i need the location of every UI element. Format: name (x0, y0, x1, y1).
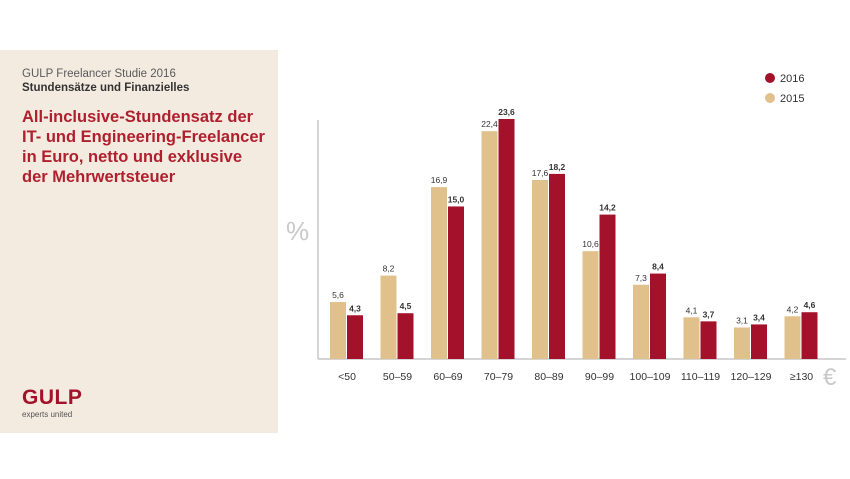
x-tick-label: 80–89 (534, 371, 563, 383)
bar-2016 (498, 118, 515, 359)
data-label-2015: 3,1 (736, 315, 748, 325)
legend-label-2015: 2015 (780, 93, 804, 105)
bar-2016 (700, 321, 717, 359)
bar-2016 (751, 324, 767, 359)
x-tick-label: 120–129 (731, 371, 772, 383)
data-label-2016: 4,3 (349, 303, 361, 313)
x-unit-label: € (823, 364, 837, 391)
bar-2016 (347, 315, 363, 359)
bar-2015 (330, 302, 346, 359)
legend-marker-2015 (765, 93, 775, 103)
x-tick-label: ≥130 (790, 371, 813, 383)
x-tick-label: 50–59 (383, 371, 412, 383)
bar-2015 (784, 316, 801, 359)
data-label-2015: 4,1 (686, 305, 698, 315)
data-label-2015: 16,9 (431, 175, 448, 185)
bar-2016 (549, 173, 565, 359)
data-label-2016: 3,4 (753, 312, 765, 322)
x-tick-label: 60–69 (433, 371, 462, 383)
data-label-2016: 23,6 (498, 107, 515, 117)
study-title: GULP Freelancer Studie 2016 (22, 68, 176, 80)
data-label-2016: 4,6 (804, 300, 816, 310)
section-subtitle: Stundensätze und Finanzielles (22, 82, 190, 94)
x-tick-label: <50 (338, 371, 356, 383)
info-panel: GULP Freelancer Studie 2016 Stundensätze… (0, 50, 278, 433)
data-label-2016: 18,2 (549, 162, 566, 172)
data-label-2015: 4,2 (787, 304, 799, 314)
y-unit-label: % (286, 216, 309, 246)
x-tick-label: 110–119 (681, 371, 720, 383)
data-label-2016: 8,4 (652, 262, 664, 272)
data-label-2015: 17,6 (532, 168, 549, 178)
data-label-2015: 22,4 (481, 119, 498, 129)
x-tick-label: 70–79 (484, 371, 513, 383)
bar-2015 (481, 131, 498, 359)
legend-marker-2016 (765, 73, 775, 83)
data-label-2015: 7,3 (635, 273, 647, 283)
bar-2015 (582, 251, 599, 359)
bar-2016 (448, 206, 464, 359)
chart-headline: All-inclusive-Stundensatz der IT- und En… (22, 108, 265, 186)
legend-label-2016: 2016 (780, 73, 804, 85)
gulp-logo: GULP (22, 386, 83, 409)
bar-2016 (599, 214, 616, 359)
data-label-2016: 3,7 (703, 309, 715, 319)
data-label-2015: 8,2 (383, 264, 395, 274)
data-label-2016: 4,5 (400, 301, 412, 311)
hourly-rate-bar-chart: %€5,64,3<508,24,550–5916,915,060–6922,42… (286, 73, 846, 391)
bar-2015 (633, 284, 649, 359)
logo-tagline: experts united (22, 410, 73, 419)
x-tick-label: 90–99 (585, 371, 614, 383)
data-label-2016: 14,2 (599, 203, 616, 213)
bar-2015 (532, 180, 548, 359)
bar-2016 (801, 312, 818, 359)
bar-2016 (397, 313, 414, 359)
x-tick-label: 100–109 (630, 371, 671, 383)
data-label-2015: 5,6 (332, 290, 344, 300)
bar-2015 (380, 275, 397, 359)
bar-2016 (650, 273, 666, 359)
bar-2015 (734, 327, 750, 359)
bar-2015 (683, 317, 700, 359)
data-label-2016: 15,0 (448, 194, 465, 204)
data-label-2015: 10,6 (582, 239, 599, 249)
bar-2015 (431, 187, 447, 359)
